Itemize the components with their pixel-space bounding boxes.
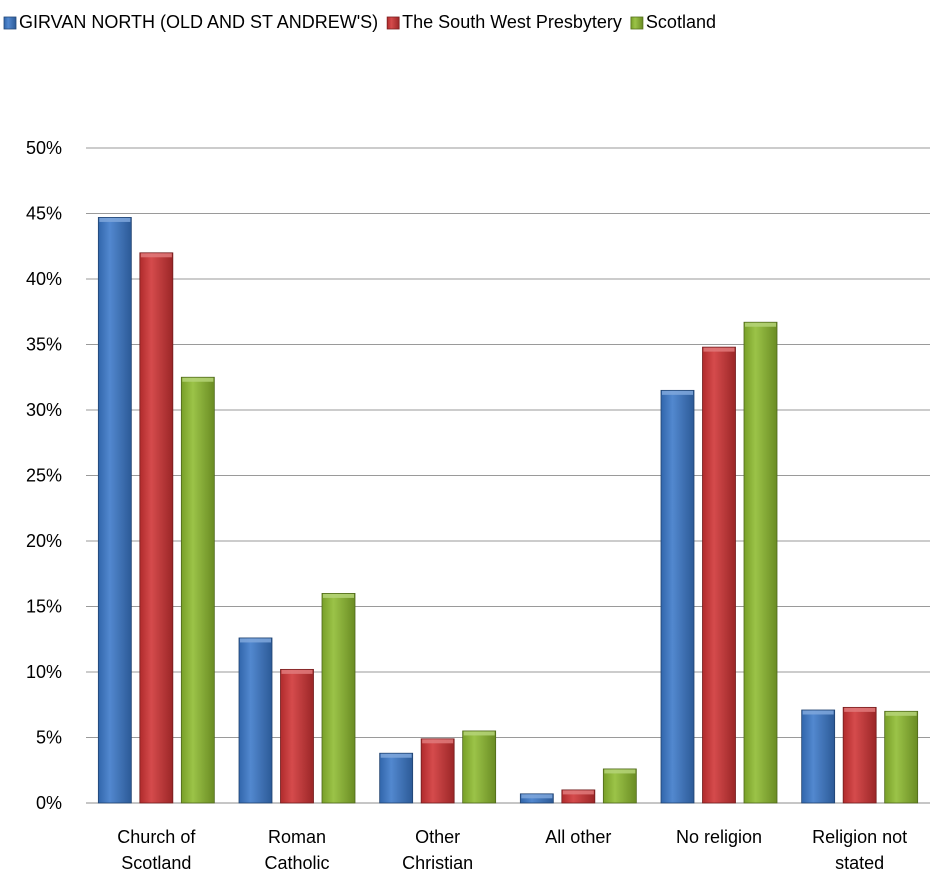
bar [519, 793, 554, 804]
bar-the-south-west-presbytery-roman-catholic [280, 668, 314, 804]
bar-the-south-west-presbytery-other-christian [420, 738, 455, 804]
y-tick-label: 35% [26, 335, 62, 355]
bar [321, 593, 356, 804]
bar [97, 217, 132, 804]
bar-bevel [885, 711, 917, 716]
y-tick-label: 30% [26, 400, 62, 420]
bar-bevel [140, 253, 172, 258]
x-tick-label-no-religion: No religion [676, 827, 762, 847]
x-tick-label-roman-catholic: Roman Catholic [264, 827, 329, 873]
bar [702, 346, 736, 804]
bar [420, 738, 455, 804]
bar-bevel [463, 731, 495, 736]
bar [801, 709, 836, 804]
bar [139, 252, 174, 804]
legend-swatch [386, 16, 400, 30]
bar [280, 668, 314, 804]
bar-girvan-north-old-and-st-andrew-s-church-of-scotland [97, 217, 132, 804]
y-tick-label: 15% [26, 597, 62, 617]
legend-item-scotland: Scotland [630, 12, 716, 32]
y-tick-label: 10% [26, 662, 62, 682]
gridlines [86, 147, 930, 804]
legend-label: The South West Presbytery [402, 12, 622, 32]
bar-bevel [604, 769, 636, 774]
x-tick-label-all-other: All other [545, 827, 611, 847]
bar-scotland-other-christian [462, 730, 497, 804]
bar [743, 321, 778, 804]
bar-scotland-roman-catholic [321, 593, 356, 804]
bar [180, 376, 215, 804]
bar-bevel [662, 390, 693, 395]
legend-swatch [3, 16, 17, 30]
legend-item-the-south-west-presbytery: The South West Presbytery [386, 12, 622, 32]
bar [660, 389, 695, 804]
legend-swatch [630, 16, 644, 30]
bar-bevel [240, 638, 271, 643]
bar-bevel [380, 753, 412, 758]
legend: GIRVAN NORTH (OLD AND ST ANDREW'S) The So… [3, 12, 716, 32]
bar [842, 706, 877, 804]
bar-bevel [281, 669, 313, 674]
bar-bevel [703, 347, 735, 352]
y-axis: 0% 5% 10% 15% 20% 25% 30% 35% 40% 45% 50% [26, 138, 62, 813]
x-tick-label-other-christian: Other Christian [402, 827, 473, 873]
bar-bevel [99, 217, 131, 222]
bar-girvan-north-old-and-st-andrew-s-other-christian [379, 752, 414, 804]
bar-scotland-no-religion [743, 321, 778, 804]
x-axis: Church of Scotland Roman Catholic Other Chris… [117, 827, 907, 873]
bar-the-south-west-presbytery-religion-not-stated [842, 706, 877, 804]
bar-bevel [323, 593, 354, 598]
bar [238, 637, 273, 804]
bar-bevel [182, 377, 214, 382]
y-tick-label: 25% [26, 466, 62, 486]
bar [602, 768, 637, 804]
bar-bevel [562, 790, 594, 795]
bar-the-south-west-presbytery-no-religion [702, 346, 736, 804]
legend-label: GIRVAN NORTH (OLD AND ST ANDREW'S) [19, 12, 378, 32]
bar-girvan-north-old-and-st-andrew-s-no-religion [660, 389, 695, 804]
bar-girvan-north-old-and-st-andrew-s-religion-not-stated [801, 709, 836, 804]
legend-label: Scotland [646, 12, 716, 32]
bar [884, 710, 919, 804]
bars [97, 217, 919, 804]
y-tick-label: 20% [26, 531, 62, 551]
y-tick-label: 0% [36, 793, 62, 813]
bar-girvan-north-old-and-st-andrew-s-roman-catholic [238, 637, 273, 804]
bar-scotland-all-other [602, 768, 637, 804]
bar-bevel [521, 794, 553, 799]
y-tick-label: 5% [36, 728, 62, 748]
y-tick-label: 40% [26, 269, 62, 289]
legend-item-girvan-north-old-and-st-andrew-s: GIRVAN NORTH (OLD AND ST ANDREW'S) [3, 12, 378, 32]
x-tick-label-religion-not-stated: Religion not stated [812, 827, 907, 873]
bar-bevel [844, 707, 876, 712]
bar [462, 730, 497, 804]
x-tick-label-church-of-scotland: Church of Scotland [117, 827, 196, 873]
bar-bevel [802, 710, 834, 715]
y-tick-label: 45% [26, 204, 62, 224]
bar-girvan-north-old-and-st-andrew-s-all-other [519, 793, 554, 804]
bar-bevel [422, 739, 454, 744]
bar-the-south-west-presbytery-church-of-scotland [139, 252, 174, 804]
bar-scotland-church-of-scotland [180, 376, 215, 804]
y-tick-label: 50% [26, 138, 62, 158]
bar [379, 752, 414, 804]
bar-bevel [745, 322, 776, 327]
bar-the-south-west-presbytery-all-other [561, 789, 596, 804]
bar-scotland-religion-not-stated [884, 710, 919, 804]
